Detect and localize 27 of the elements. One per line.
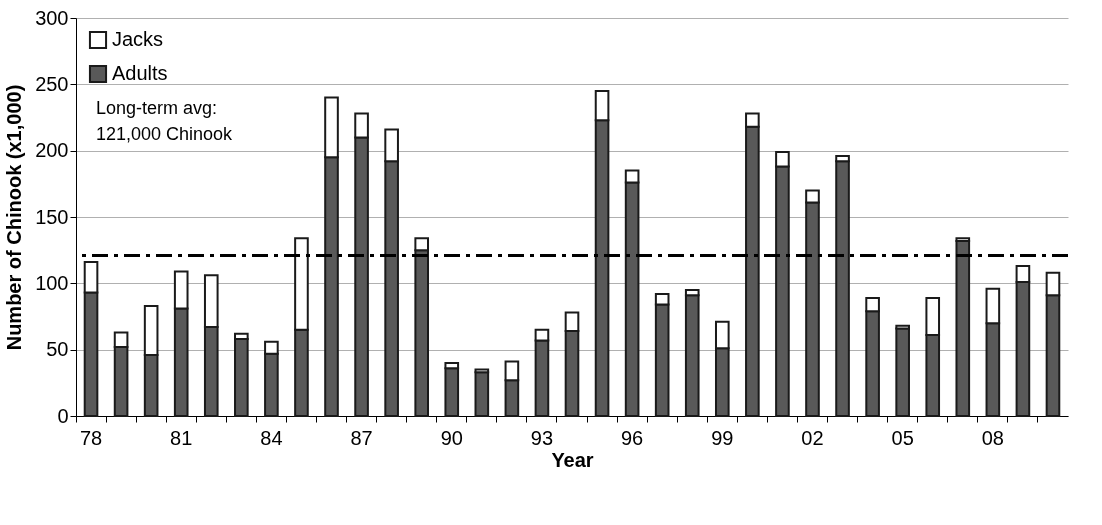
x-tick-label: 93 [530, 426, 554, 449]
y-axis-title: Number of Chinook (x1,000) [3, 84, 26, 351]
y-tick-label: 50 [46, 338, 69, 361]
x-tick-label: 87 [350, 426, 373, 449]
x-axis-title: Year [551, 448, 594, 471]
bar [955, 239, 971, 417]
x-tick-label: 78 [79, 426, 103, 449]
y-tick-label: 250 [35, 72, 69, 95]
y-tick-label: 300 [35, 6, 69, 29]
y-tick-label: 100 [35, 271, 69, 294]
x-tick-label: 96 [621, 426, 644, 449]
bar [895, 327, 910, 417]
legend-label: Jacks [112, 28, 164, 50]
legend-label: Adults [112, 62, 168, 84]
annotation: Long-term avg: [96, 98, 218, 118]
x-tick-label: 02 [801, 426, 824, 449]
bar [474, 371, 490, 417]
y-tick-label: 200 [35, 139, 69, 162]
annotation: 121,000 Chinook [96, 124, 234, 144]
x-tick-label: 99 [711, 426, 734, 449]
x-tick-label: 84 [260, 426, 283, 449]
x-tick-label: 05 [891, 426, 914, 449]
y-tick-label: 0 [57, 404, 69, 427]
x-tick-label: 08 [981, 426, 1004, 449]
x-tick-label: 90 [440, 426, 463, 449]
y-tick-label: 150 [35, 205, 69, 228]
x-tick-label: 81 [170, 426, 193, 449]
